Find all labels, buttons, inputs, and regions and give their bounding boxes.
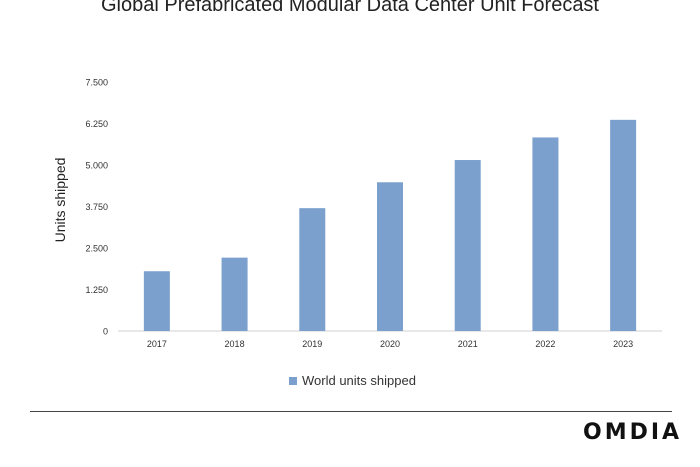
legend-swatch [289,376,297,385]
x-tick-label: 2017 [147,339,167,349]
bar-2020 [377,182,403,331]
x-tick-label: 2018 [225,339,245,349]
x-tick-label: 2022 [535,339,555,349]
x-tick-label: 2021 [458,339,478,349]
y-tick-label: 7.500 [85,78,108,88]
y-tick-label: 2.500 [85,244,108,254]
bar-2017 [143,271,170,331]
x-tick-label: 2023 [613,339,633,349]
y-axis-label: Units shipped [52,158,68,243]
x-tick-label: 2020 [380,339,400,349]
y-tick-labels: 0 1.250 2.500 3.750 5.000 6.250 7.500 [85,78,108,337]
bar-2022 [532,137,559,331]
y-tick-label: 0 [103,327,108,337]
y-tick-label: 5.000 [85,161,108,171]
bar-2021 [454,160,481,331]
y-tick-label: 1.250 [85,285,108,295]
x-tick-labels: 2017 2018 2019 2020 2021 2022 2023 [147,339,633,349]
y-axis-label-group: Units shipped [52,158,68,243]
chart-title: Global Prefabricated Modular Data Center… [100,0,599,16]
bar-2019 [299,208,326,331]
footer-divider [30,411,672,412]
omdia-logo: OMDIA [583,420,683,445]
y-tick-label: 6.250 [85,119,108,129]
legend: World units shipped [289,373,416,388]
legend-label: World units shipped [302,373,416,388]
y-tick-label: 3.750 [85,202,108,212]
x-tick-label: 2019 [302,339,322,349]
bars [143,119,637,332]
bar-2018 [221,257,248,331]
bar-2023 [610,119,637,332]
